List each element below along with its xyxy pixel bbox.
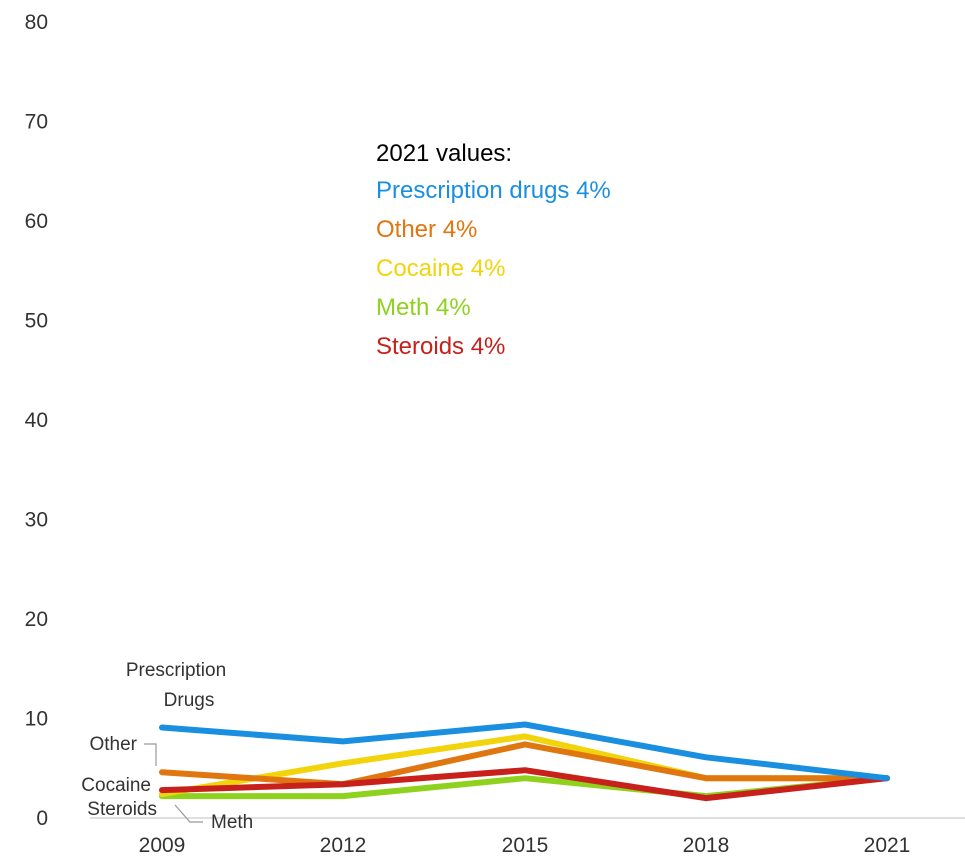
- y-tick-label: 20: [25, 608, 48, 631]
- annotation-2021-values: 2021 values: Prescription drugs 4% Other 4…: [376, 140, 611, 360]
- leader-line-other: [144, 743, 157, 766]
- x-tick-label: 2015: [502, 834, 549, 857]
- x-tick-label: 2012: [320, 834, 367, 857]
- y-tick-label: 40: [25, 409, 48, 432]
- y-tick-label: 80: [25, 11, 48, 34]
- annotation-item: Prescription drugs 4%: [376, 177, 611, 204]
- series-line-steroids: [159, 767, 890, 802]
- series-line-other: [159, 741, 890, 788]
- annotation-item: Other 4%: [376, 216, 477, 243]
- line-label-steroids: Steroids: [87, 799, 157, 820]
- annotation-item: Steroids 4%: [376, 333, 505, 360]
- line-label-prescription: Drugs: [164, 690, 215, 711]
- y-tick-label: 70: [25, 111, 48, 134]
- line-label-cocaine: Cocaine: [81, 775, 151, 796]
- leader-line-meth: [174, 804, 203, 823]
- annotation-item: Meth 4%: [376, 294, 471, 321]
- x-axis: 2009 2012 2015 2018 2021: [139, 834, 911, 857]
- y-tick-label: 10: [25, 708, 48, 731]
- series-lines: [159, 721, 890, 802]
- x-tick-label: 2021: [864, 834, 911, 857]
- line-label-other: Other: [89, 734, 137, 755]
- y-axis: 0 10 20 30 40 50 60 70 80: [25, 11, 48, 830]
- y-tick-label: 30: [25, 509, 48, 532]
- y-tick-label: 50: [25, 310, 48, 333]
- annotation-title: 2021 values:: [376, 140, 512, 167]
- y-tick-label: 0: [36, 807, 48, 830]
- x-tick-label: 2018: [683, 834, 730, 857]
- annotation-item: Cocaine 4%: [376, 255, 505, 282]
- series-line-prescription: [159, 721, 890, 782]
- line-label-meth: Meth: [211, 812, 253, 833]
- y-tick-label: 60: [25, 210, 48, 233]
- line-labels: Prescription Drugs Other Cocaine Steroids Met…: [81, 660, 253, 833]
- x-tick-label: 2009: [139, 834, 186, 857]
- line-label-prescription: Prescription: [126, 660, 226, 681]
